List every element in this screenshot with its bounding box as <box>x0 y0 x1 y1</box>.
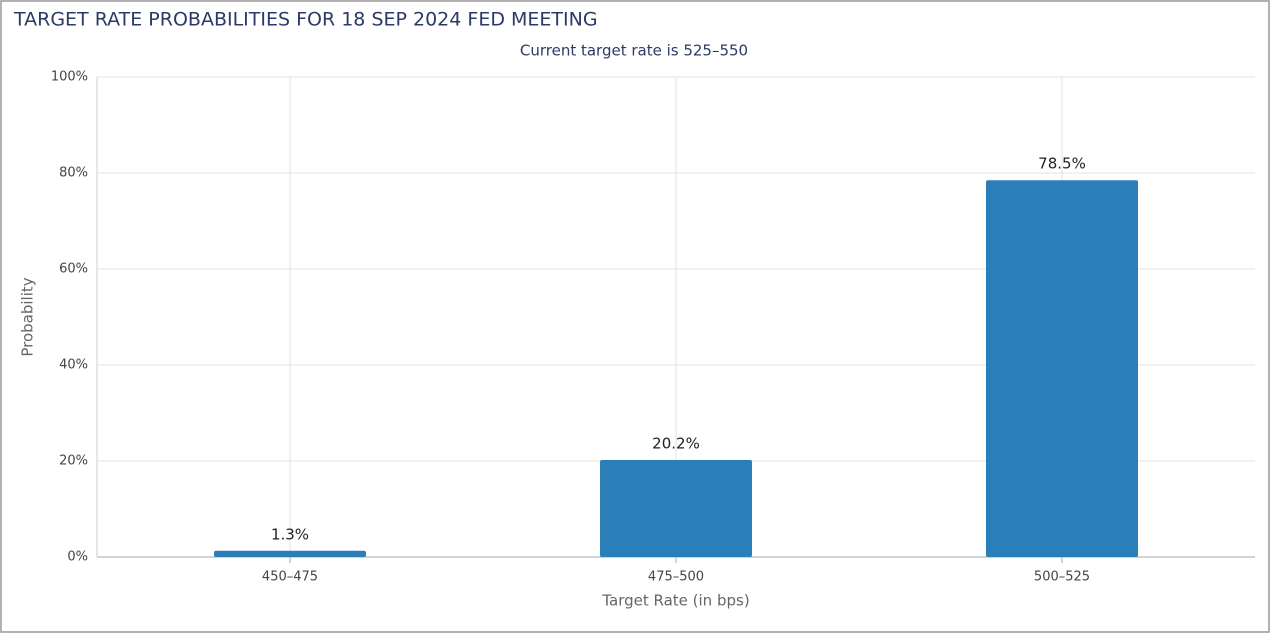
y-axis-title: Probability <box>19 277 37 356</box>
y-tick-label: 40% <box>59 358 88 373</box>
x-axis-title: Target Rate (in bps) <box>601 592 749 610</box>
x-tick-label: 500–525 <box>1034 570 1090 585</box>
y-tick-label: 20% <box>59 454 88 469</box>
bar <box>214 550 366 557</box>
value-label: 20.2% <box>652 435 700 453</box>
x-tick-label: 450–475 <box>262 570 318 585</box>
y-tick-label: 60% <box>59 262 88 277</box>
y-tick-label: 0% <box>67 550 88 565</box>
chart-title: TARGET RATE PROBABILITIES FOR 18 SEP 202… <box>13 9 598 31</box>
bar <box>600 460 752 557</box>
y-tick-label: 80% <box>59 166 88 181</box>
value-label: 1.3% <box>271 525 309 543</box>
x-tick-label: 475–500 <box>648 570 704 585</box>
chart-subtitle: Current target rate is 525–550 <box>520 42 748 60</box>
value-label: 78.5% <box>1038 155 1086 173</box>
bar <box>986 180 1138 557</box>
y-tick-label: 100% <box>51 70 88 85</box>
